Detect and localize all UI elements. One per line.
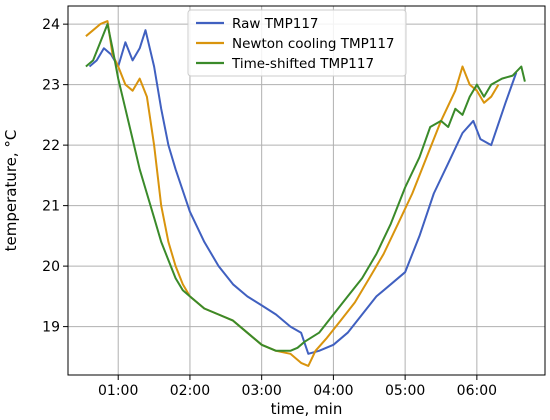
x-tick-label: 03:00 (241, 383, 281, 399)
y-axis-label: temperature, °C (2, 130, 20, 252)
series-line-1 (88, 29, 518, 355)
x-tick-label: 06:00 (457, 383, 497, 399)
y-tick-label: 23 (42, 78, 60, 94)
axis-ticks: 01:00 02:00 03:00 04:00 05:00 06:00 19 20 21 22 23… (42, 17, 497, 399)
legend-label: Time-shifted TMP117 (231, 56, 374, 72)
series-line-3 (85, 23, 526, 352)
x-tick-label: 02:00 (170, 383, 210, 399)
x-tick-label: 05:00 (385, 383, 425, 399)
legend-label: Raw TMP117 (232, 16, 319, 32)
x-tick-label: 01:00 (98, 383, 138, 399)
plot-frame (67, 5, 546, 376)
y-tick-label: 20 (42, 259, 60, 275)
x-axis-label: time, min (271, 400, 343, 418)
y-tick-label: 24 (42, 17, 60, 33)
y-tick-label: 19 (42, 320, 60, 336)
series-layer (85, 20, 526, 367)
y-tick-label: 22 (42, 138, 60, 154)
legend-box (187, 9, 407, 77)
legend: Raw TMP117 Newton cooling TMP117 Time-shif… (187, 9, 407, 77)
legend-label: Newton cooling TMP117 (232, 36, 395, 52)
x-tick-label: 04:00 (313, 383, 353, 399)
y-tick-label: 21 (42, 199, 60, 215)
